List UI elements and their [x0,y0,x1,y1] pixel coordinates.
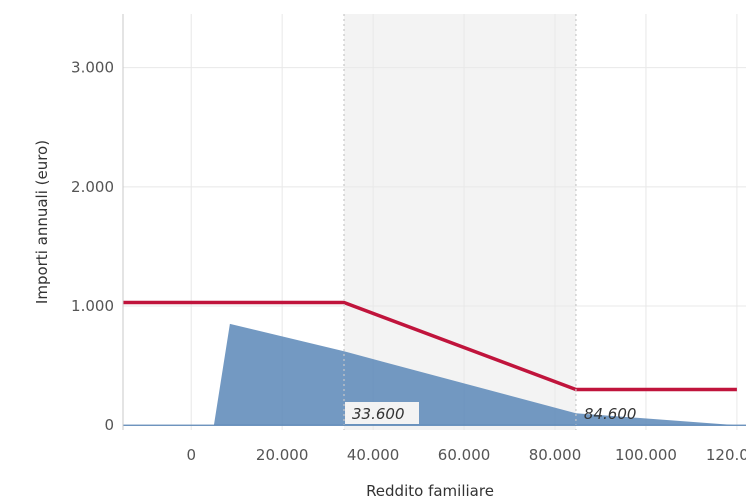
y-axis-title: Importi annuali (euro) [33,140,51,304]
threshold-layer: 33.600 84.600 [343,14,637,430]
band-layer [344,14,576,430]
x-tick-label-6: 120.000 [706,446,746,464]
line-layer [123,300,737,392]
y-tick-label-3: 3.000 [71,59,114,77]
x-tick-label-2: 40.000 [347,446,400,464]
axis-layer [122,14,746,430]
y-tick-label-0: 0 [104,416,114,434]
x-tick-label-1: 20.000 [256,446,309,464]
area-series-1 [213,323,737,426]
threshold-label-0: 33.600 [352,405,405,423]
tick-layer: 0 20.000 40.000 60.000 80.000 100.000 120.000 0… [71,59,746,464]
y-tick-label-1: 1.000 [71,297,114,315]
x-tick-label-0: 0 [186,446,196,464]
x-axis-title: Reddito familiare [366,482,494,500]
threshold-label-box-0 [345,402,420,424]
line-series-0 [123,300,737,392]
threshold-label-1: 84.600 [584,405,637,423]
y-tick-label-2: 2.000 [71,178,114,196]
shaded-band [344,14,576,430]
area-layer [213,323,737,426]
x-tick-label-3: 60.000 [438,446,491,464]
x-tick-label-5: 100.000 [615,446,677,464]
x-tick-label-4: 80.000 [529,446,582,464]
